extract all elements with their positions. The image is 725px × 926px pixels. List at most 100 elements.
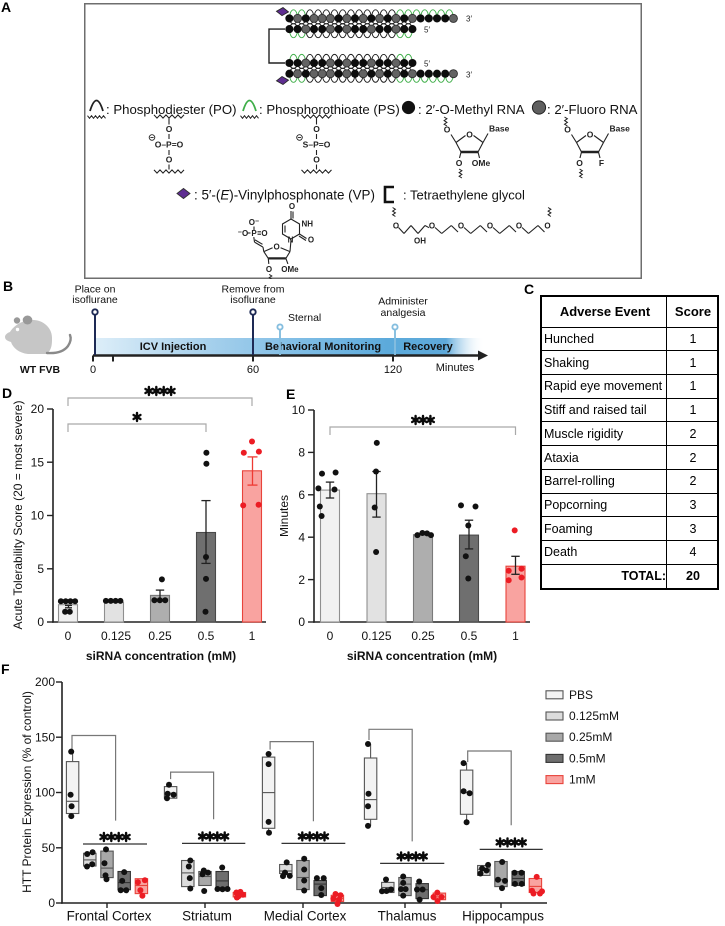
svg-text:1: 1 [512, 629, 519, 643]
svg-text:Base: Base [489, 124, 510, 134]
svg-text:O: O [444, 125, 451, 135]
svg-text:O: O [393, 222, 399, 231]
svg-text:O: O [266, 265, 272, 274]
svg-text:Sternal: Sternal [288, 312, 321, 324]
svg-text:5′: 5′ [424, 60, 430, 69]
svg-text:100: 100 [35, 786, 55, 800]
svg-text:analgesia: analgesia [381, 307, 426, 319]
svg-text:20: 20 [31, 402, 45, 416]
svg-text:: 2′-O-Methyl RNA: : 2′-O-Methyl RNA [418, 102, 525, 117]
svg-text:O: O [289, 202, 295, 211]
svg-text:isoflurane: isoflurane [72, 294, 118, 306]
svg-text:60: 60 [247, 364, 259, 376]
svg-text:⁻O: ⁻O [238, 229, 248, 238]
svg-text:O: O [273, 243, 279, 252]
svg-text:NH: NH [302, 220, 314, 229]
svg-text:O: O [456, 158, 463, 168]
svg-text:O: O [313, 124, 320, 134]
svg-text:O⁻: O⁻ [249, 218, 259, 227]
svg-text:OMe: OMe [281, 265, 299, 274]
svg-text:siRNA concentration (mM): siRNA concentration (mM) [347, 649, 497, 663]
svg-text:N: N [288, 236, 294, 245]
svg-text:O: O [429, 222, 435, 231]
svg-text:Minutes: Minutes [436, 362, 475, 374]
svg-text:8: 8 [298, 446, 305, 460]
svg-text:O: O [166, 124, 173, 134]
svg-text:O: O [544, 222, 550, 231]
svg-text:O: O [313, 155, 320, 165]
svg-text:ICV Injection: ICV Injection [140, 341, 207, 353]
svg-text:0: 0 [37, 615, 44, 629]
svg-text:O: O [516, 222, 522, 231]
svg-text:: 5′-(E)-Vinylphosphonate (VP): : 5′-(E)-Vinylphosphonate (VP) [194, 188, 375, 203]
svg-text:0: 0 [298, 615, 305, 629]
svg-text:HTT Protein Expression (% of c: HTT Protein Expression (% of control) [20, 691, 34, 893]
svg-text:WT FVB: WT FVB [20, 364, 61, 376]
svg-text:0: 0 [327, 629, 334, 643]
svg-text:15: 15 [31, 456, 45, 470]
svg-text:0.25: 0.25 [411, 629, 435, 643]
svg-text:O: O [308, 236, 314, 245]
svg-text:PBS: PBS [569, 688, 593, 702]
svg-text:6: 6 [298, 488, 305, 502]
svg-text:OMe: OMe [472, 158, 491, 168]
svg-text:0: 0 [48, 896, 55, 910]
svg-text:10: 10 [292, 403, 306, 417]
svg-text:Place on: Place on [75, 284, 116, 296]
svg-text:2: 2 [298, 573, 305, 587]
svg-text:10: 10 [31, 509, 45, 523]
svg-text:4: 4 [298, 530, 305, 544]
svg-text:0.25mM: 0.25mM [569, 730, 612, 744]
svg-text:O: O [261, 229, 267, 238]
svg-text:Behavioral Monitoring: Behavioral Monitoring [265, 341, 381, 353]
svg-text:Administer: Administer [378, 296, 428, 308]
svg-text:0.25: 0.25 [148, 629, 172, 643]
svg-text:0.5mM: 0.5mM [569, 751, 606, 765]
svg-text:1: 1 [249, 629, 256, 643]
svg-text:: Phosphorothioate (PS): : Phosphorothioate (PS) [259, 102, 400, 117]
svg-text:Frontal Cortex: Frontal Cortex [67, 909, 152, 924]
svg-text:0.5: 0.5 [461, 629, 478, 643]
svg-text:O: O [576, 158, 583, 168]
svg-text:50: 50 [42, 841, 56, 855]
svg-text:Base: Base [610, 124, 631, 134]
svg-text:siRNA concentration (mM): siRNA concentration (mM) [86, 649, 236, 663]
svg-text:5: 5 [37, 562, 44, 576]
svg-text:150: 150 [35, 731, 55, 745]
svg-text:3′: 3′ [466, 71, 472, 80]
svg-text:S–P=O: S–P=O [303, 140, 331, 150]
svg-text:Minutes: Minutes [280, 495, 291, 537]
svg-text:Medial Cortex: Medial Cortex [264, 909, 347, 924]
svg-text:0.125: 0.125 [101, 629, 131, 643]
svg-text:O: O [458, 222, 464, 231]
svg-text:Recovery: Recovery [403, 341, 453, 353]
svg-text:200: 200 [35, 675, 55, 689]
svg-text:OH: OH [414, 237, 426, 246]
svg-text:5′: 5′ [424, 26, 430, 35]
svg-text:1mM: 1mM [569, 773, 596, 787]
svg-text:0.125: 0.125 [361, 629, 391, 643]
svg-text:Remove from: Remove from [221, 284, 284, 296]
svg-text:isoflurane: isoflurane [230, 294, 276, 306]
svg-text:O: O [564, 125, 571, 135]
svg-text:: Phosphodiester (PO): : Phosphodiester (PO) [106, 102, 236, 117]
svg-text:0.125mM: 0.125mM [569, 709, 619, 723]
svg-text:3′: 3′ [466, 15, 472, 24]
svg-text:O–P=O: O–P=O [155, 140, 184, 150]
svg-text:O: O [466, 130, 473, 140]
svg-text:O: O [487, 222, 493, 231]
svg-text:Acute Tolerability Score (20 =: Acute Tolerability Score (20 = most seve… [11, 401, 25, 630]
svg-text:O: O [587, 130, 594, 140]
svg-text:P: P [251, 229, 257, 238]
svg-text:O: O [166, 155, 173, 165]
svg-text:: 2′-Fluoro RNA: : 2′-Fluoro RNA [547, 102, 638, 117]
svg-text:0: 0 [65, 629, 72, 643]
svg-text:F: F [599, 158, 604, 168]
svg-text:: Tetraethylene glycol: : Tetraethylene glycol [403, 188, 525, 203]
svg-text:0.5: 0.5 [198, 629, 215, 643]
svg-text:Thalamus: Thalamus [378, 909, 437, 924]
svg-text:Striatum: Striatum [182, 909, 232, 924]
svg-text:120: 120 [384, 364, 402, 376]
svg-text:Hippocampus: Hippocampus [462, 909, 544, 924]
svg-text:0: 0 [90, 364, 96, 376]
